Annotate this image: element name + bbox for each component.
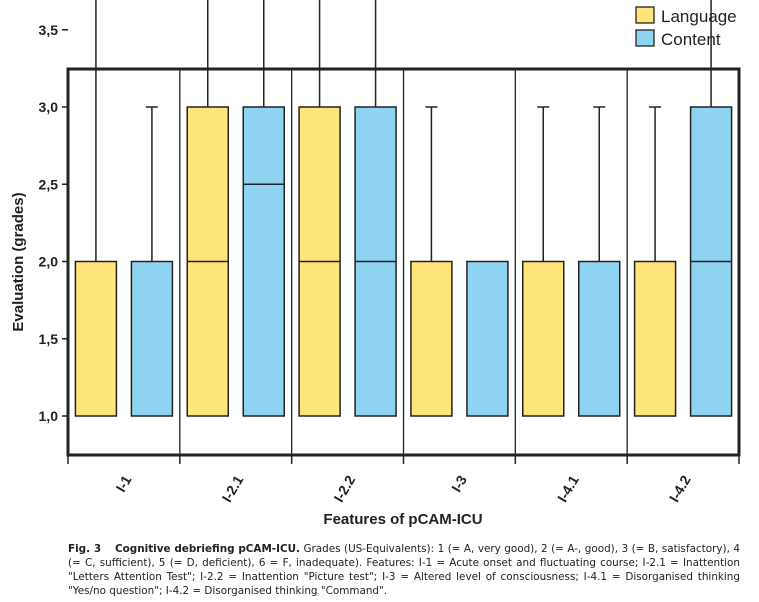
y-tick-label: 3,5 [39, 22, 59, 38]
y-axis: 1,01,52,02,53,03,54,04,55,0 [39, 22, 68, 424]
y-tick-label: 2,0 [39, 254, 59, 270]
box-language [522, 260, 565, 417]
box-language [410, 260, 453, 417]
legend: Language Content [635, 6, 737, 49]
legend-label-content: Content [661, 30, 721, 49]
legend-swatch-content [635, 29, 655, 47]
x-tick-label: I-2.1 [218, 472, 246, 504]
y-axis-title: Evaluation (grades) [10, 192, 27, 331]
caption-title: Cognitive debriefing pCAM-ICU. [115, 543, 300, 555]
x-tick-label: I-4.1 [554, 472, 582, 504]
box-language [74, 260, 118, 417]
box-content [130, 260, 174, 417]
x-tick-label: I-2.2 [330, 472, 358, 504]
y-tick-label: 3,0 [39, 99, 59, 115]
caption-figure-label: Fig. 3 [68, 543, 102, 555]
box-content [466, 260, 509, 417]
y-tick-label: 1,5 [39, 331, 59, 347]
y-tick-label: 2,5 [39, 176, 59, 192]
x-axis: I-1 I-2.1 I-2.2 I-3 I-4.1 I-4.2 [67, 455, 740, 505]
legend-swatch-language [635, 6, 655, 24]
y-tick-label: 1,0 [39, 408, 59, 424]
legend-label-language: Language [661, 7, 737, 26]
caption-text: Grades (US-Equivalents): 1 (= A, very go… [68, 543, 740, 597]
x-axis-title: Features of pCAM-ICU [323, 511, 482, 528]
figure-caption: Fig. 3 Cognitive debriefing pCAM-ICU. Gr… [68, 542, 740, 598]
x-tick-label: I-3 [448, 472, 470, 494]
box-language [633, 260, 677, 417]
box-content [242, 106, 285, 417]
x-tick-label: I-1 [112, 472, 134, 494]
plot-area [66, 0, 741, 457]
x-tick-label: I-4.2 [666, 472, 694, 504]
box-content [578, 260, 621, 417]
